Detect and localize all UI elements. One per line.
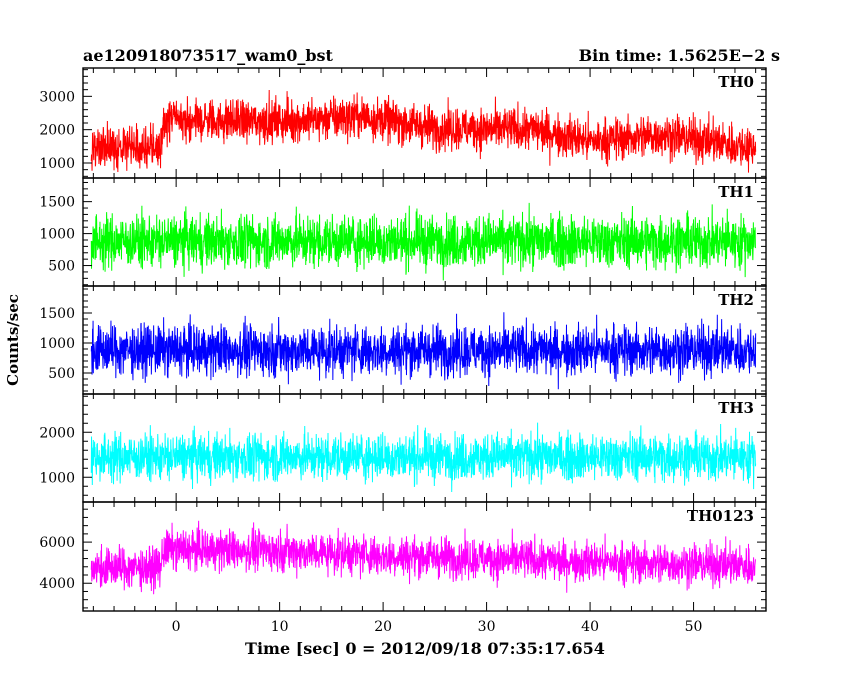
y-tick-label: 500 [48, 259, 75, 275]
panel-th3: TH3 1000 2000 [39, 393, 767, 503]
y-tick-label: 1000 [39, 336, 75, 352]
panel-label: TH2 [718, 291, 754, 309]
y-tick-label: 2000 [39, 123, 75, 139]
x-tick-label: 30 [478, 619, 496, 635]
x-tick-label: 0 [172, 619, 181, 635]
y-axis-label: Counts/sec [4, 294, 22, 386]
series-th3 [90, 422, 757, 493]
bin-time-label: Bin time: 1.5625E−2 s [579, 46, 780, 65]
x-axis: 0 10 20 30 40 50 [172, 619, 703, 635]
y-tick-label: 500 [48, 366, 75, 382]
panel-label: TH0 [718, 73, 754, 91]
series-th2 [90, 312, 757, 390]
y-tick-label: 4000 [39, 576, 75, 592]
x-tick-label: 40 [581, 619, 599, 635]
file-name-title: ae120918073517_wam0_bst [83, 46, 334, 65]
panel-label: TH1 [718, 183, 754, 201]
panel-th0123: TH0123 4000 6000 [39, 501, 767, 612]
y-tick-label: 2000 [39, 425, 75, 441]
y-tick-label: 1000 [39, 156, 75, 172]
x-tick-label: 20 [374, 619, 392, 635]
panel-label: TH0123 [687, 507, 754, 525]
panel-th0: TH0 1000 2000 3000 [39, 67, 767, 179]
x-tick-label: 10 [271, 619, 289, 635]
y-tick-label: 1000 [39, 227, 75, 243]
y-tick-label: 1500 [39, 195, 75, 211]
panel-th1: TH1 500 1000 1500 [39, 177, 767, 287]
series-th0 [90, 90, 757, 173]
series-th0123 [90, 520, 757, 595]
x-axis-label: Time [sec] 0 = 2012/09/18 07:35:17.654 [245, 639, 605, 658]
y-tick-label: 1500 [39, 306, 75, 322]
panels: TH0 1000 2000 3000 TH1 500 1000 1500 TH2 500 1000 1… [39, 67, 767, 612]
series-th1 [90, 202, 757, 281]
y-tick-label: 1000 [39, 470, 75, 486]
y-tick-label: 6000 [39, 535, 75, 551]
panel-label: TH3 [718, 399, 754, 417]
y-tick-label: 3000 [39, 89, 75, 105]
panel-th2: TH2 500 1000 1500 [39, 285, 767, 395]
x-tick-label: 50 [685, 619, 703, 635]
